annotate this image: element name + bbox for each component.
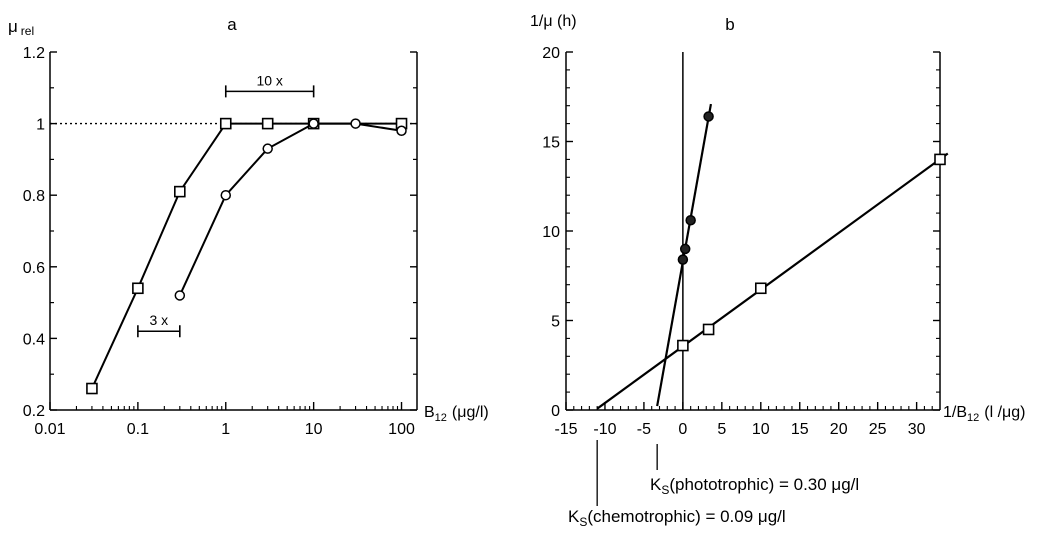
panel-a-x-tick-label: 0.1 <box>127 421 149 438</box>
panel-b-x-tick-label: -5 <box>637 421 651 438</box>
panel-a-x-tick-label: 10 <box>305 421 323 438</box>
panel-b-x-tick-label: 5 <box>717 421 726 438</box>
panel-a-series-lines <box>91 122 402 389</box>
panel-a-y-tick-label: 0.2 <box>23 403 45 420</box>
panel-b-series-2-point <box>685 215 696 226</box>
panel-a-markers <box>86 117 408 395</box>
panel-a-series-1-point <box>174 185 186 198</box>
ks-phototrophic-label: KS(phototrophic) = 0.30 μg/l <box>650 475 859 497</box>
panel-a-ticks: 0.2 0.4 0.6 0.8 1 1.2 0.01 0.1 1 10 100 <box>23 45 417 438</box>
panel-b-x-tick-label: 20 <box>830 421 848 438</box>
panel-a-series-2-point <box>220 189 232 201</box>
panel-b-x-axis-label: 1/B12 (l /μg) <box>943 404 1025 424</box>
panel-a-fold-label: 10 x <box>256 72 282 88</box>
panel-b-y-tick-label: 0 <box>551 403 560 420</box>
panel-b-series-1-point <box>677 339 689 352</box>
ks-chemotrophic-label: KS(chemotrophic) = 0.09 μg/l <box>568 507 786 529</box>
panel-b-x-tick-label: 25 <box>869 421 887 438</box>
panel-a-y-tick-label: 0.4 <box>23 331 45 348</box>
panel-a-y-tick-label: 0.6 <box>23 260 45 277</box>
panel-a-annotations: 10 x 3 x <box>137 72 315 338</box>
panel-a-fold-label: 3 x <box>150 312 169 328</box>
panel-b-x-tick-label: -10 <box>593 421 616 438</box>
panel-b-x-tick-label: 15 <box>791 421 809 438</box>
panel-b-annotations: KS(phototrophic) = 0.30 μg/l KS(chemotro… <box>568 440 859 529</box>
panel-b-series-1-fit-line <box>596 152 949 410</box>
panel-b-series-2-point <box>679 243 691 255</box>
panel-a-y-tick-label: 0.8 <box>23 188 45 205</box>
panel-b-x-tick-label: 10 <box>752 421 770 438</box>
panel-a-series-1-point <box>132 282 144 295</box>
panel-a-series-2-point <box>350 118 361 129</box>
panel-b-series-1-point <box>702 323 715 336</box>
panel-b-series-2-point <box>703 111 714 122</box>
panel-b-series-1-point <box>754 282 767 295</box>
panel-b-markers <box>677 111 946 352</box>
panel-b-x-tick-label: -15 <box>554 421 577 438</box>
panel-a-x-tick-label: 100 <box>388 421 415 438</box>
panel-a-x-axis-label: B12 (μg/l) <box>424 404 489 424</box>
panel-b-x-tick-label: 30 <box>908 421 926 438</box>
panel-b-axes <box>565 52 941 411</box>
panel-b-y-tick-label: 10 <box>542 224 560 241</box>
panel-b-y-tick-label: 20 <box>542 45 560 62</box>
panel-a-series-2-point <box>308 118 319 129</box>
panel-a-series-1-line <box>91 122 402 389</box>
panel-b-y-tick-label: 15 <box>542 135 560 152</box>
panel-a-x-tick-label: 0.01 <box>34 421 65 438</box>
panel-a-series-1-point <box>86 382 98 395</box>
panel-a-series-1-point <box>261 117 274 130</box>
panel-b-series-1-point <box>934 153 946 166</box>
panel-a: a μ rel B12 (μg/l) 0.2 0.4 0.6 0.8 1 1.2 0.01 0.1… <box>8 15 489 438</box>
panel-b-series-2-point <box>677 254 689 265</box>
panel-a-y-tick-label: 1 <box>36 117 45 134</box>
panel-a-series-2-line <box>178 122 402 296</box>
panel-b-ticks: 0 5 10 15 20 -15 -10 -5 0 5 10 15 20 25 30 <box>542 45 940 438</box>
panel-b-y-tick-label: 5 <box>551 314 560 331</box>
panel-b-title: b <box>725 15 734 34</box>
panel-b-fit-lines <box>596 103 949 410</box>
panel-b-y-axis-label: 1/μ (h) <box>530 13 577 30</box>
panel-a-series-2-point <box>174 290 186 301</box>
panel-a-y-axis-label: μ rel <box>8 17 34 38</box>
panel-b-x-tick-label: 0 <box>678 421 687 438</box>
panel-a-title: a <box>227 15 237 34</box>
panel-a-series-2-point <box>396 125 407 137</box>
panel-a-x-tick-label: 1 <box>221 421 230 438</box>
panel-a-axes <box>49 52 418 411</box>
panel-a-y-tick-label: 1.2 <box>23 45 45 62</box>
panel-a-series-2-point <box>262 143 273 154</box>
panel-a-series-1-point <box>219 117 232 130</box>
